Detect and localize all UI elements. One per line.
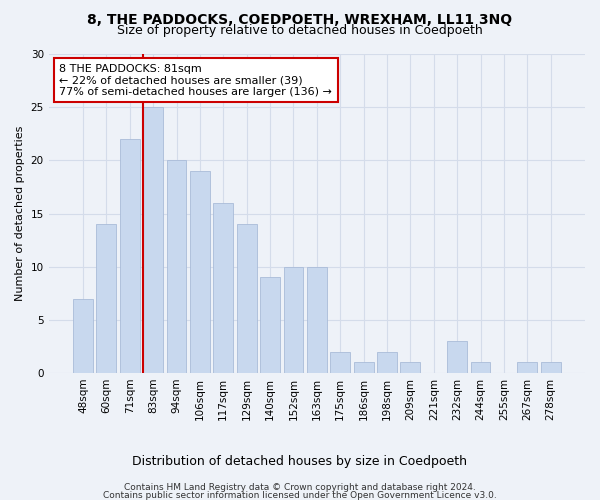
Bar [167,160,187,373]
Bar [330,352,350,373]
Y-axis label: Number of detached properties: Number of detached properties [15,126,25,301]
Text: Contains public sector information licensed under the Open Government Licence v3: Contains public sector information licen… [103,491,497,500]
Text: Size of property relative to detached houses in Coedpoeth: Size of property relative to detached ho… [117,24,483,37]
Bar [120,139,140,373]
Bar [97,224,116,373]
Bar [284,266,304,373]
Text: Distribution of detached houses by size in Coedpoeth: Distribution of detached houses by size … [133,455,467,468]
Text: 8 THE PADDOCKS: 81sqm
← 22% of detached houses are smaller (39)
77% of semi-deta: 8 THE PADDOCKS: 81sqm ← 22% of detached … [59,64,332,97]
Text: Contains HM Land Registry data © Crown copyright and database right 2024.: Contains HM Land Registry data © Crown c… [124,482,476,492]
Bar [517,362,537,373]
Bar [260,278,280,373]
Bar [400,362,421,373]
Bar [541,362,560,373]
Bar [143,107,163,373]
Bar [73,298,93,373]
Bar [237,224,257,373]
Bar [470,362,490,373]
Bar [307,266,327,373]
Bar [214,203,233,373]
Bar [377,352,397,373]
Bar [353,362,374,373]
Bar [190,171,210,373]
Bar [447,341,467,373]
Text: 8, THE PADDOCKS, COEDPOETH, WREXHAM, LL11 3NQ: 8, THE PADDOCKS, COEDPOETH, WREXHAM, LL1… [88,12,512,26]
